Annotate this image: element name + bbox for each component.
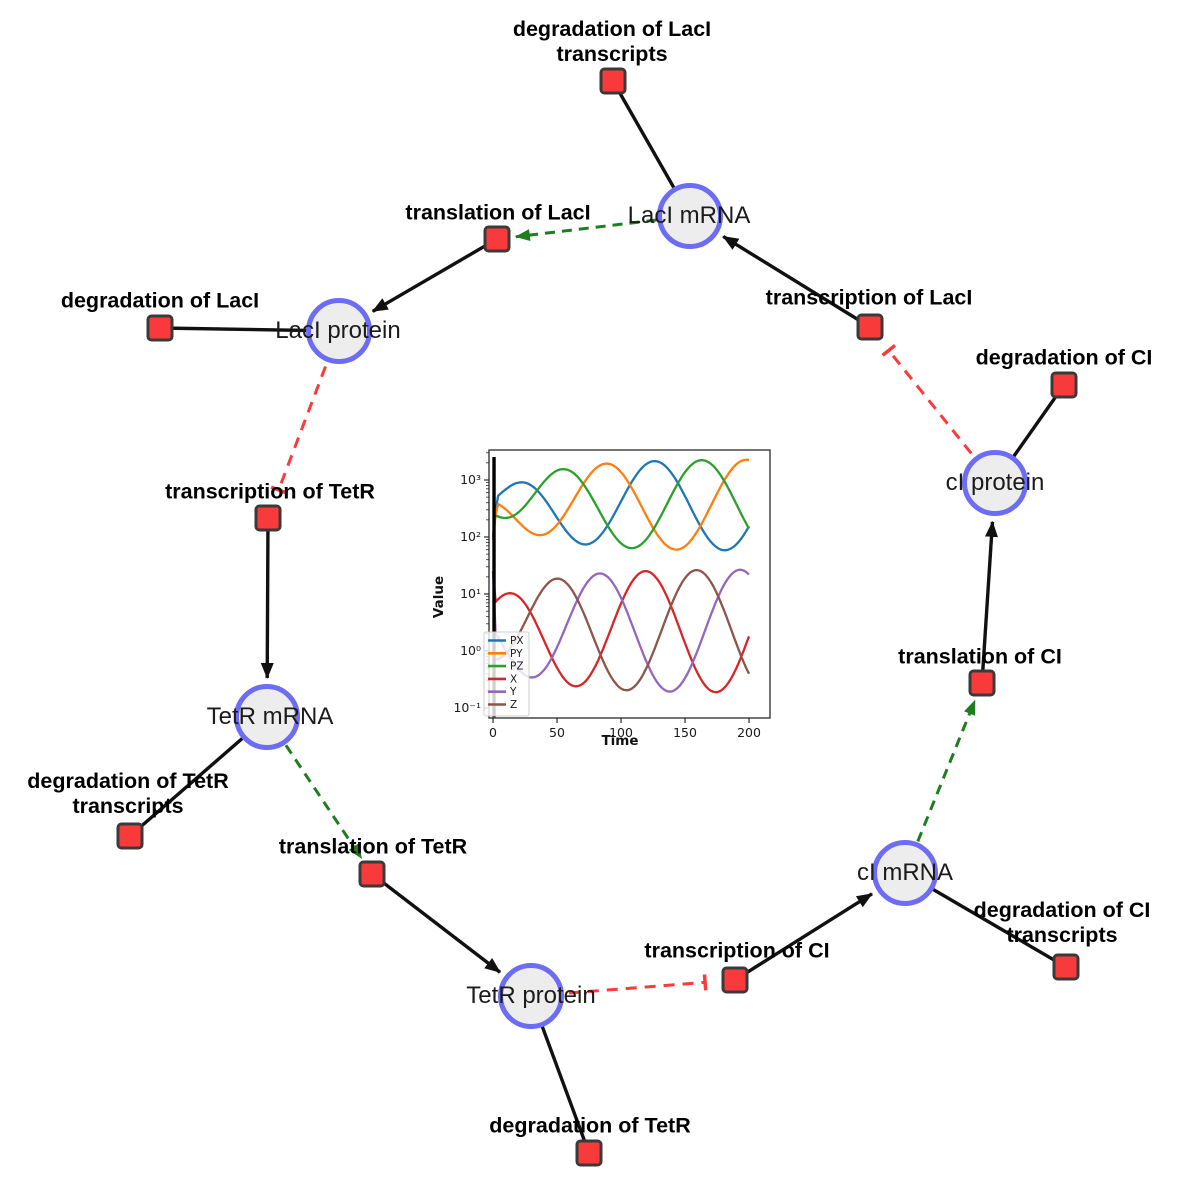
reaction-node-tx-laci[interactable]	[856, 313, 884, 341]
y-tick-label: 10¹	[460, 586, 481, 601]
reaction-node-tx-ci[interactable]	[721, 966, 749, 994]
x-tick-label: 200	[737, 725, 761, 740]
x-tick-label: 0	[489, 725, 497, 740]
reaction-node-deg-ci-tx[interactable]	[1052, 953, 1080, 981]
edge-modifier-ci_mrna-transl_ci	[903, 699, 977, 874]
edge-product-transl_ci-ci_prot	[980, 520, 998, 684]
series-Y	[491, 568, 750, 693]
species-node-laci-prot[interactable]	[306, 298, 372, 364]
chart-x-axis-label: Time	[601, 733, 639, 749]
time-series-inset: 10⁻¹ 10⁰ 10¹ 10² 10³ 0 50 100 150 200 PX PY PZ X Y Z Ti…	[427, 437, 779, 769]
reaction-node-deg-ci[interactable]	[1050, 371, 1078, 399]
x-tick-label: 100	[609, 725, 633, 740]
y-tick-label: 10³	[460, 472, 481, 487]
legend-label-Z: Z	[510, 699, 517, 711]
x-tick-label: 50	[549, 725, 565, 740]
reaction-node-deg-laci[interactable]	[146, 314, 174, 342]
y-tick-label: 10⁻¹	[453, 700, 481, 715]
species-node-tetr-prot[interactable]	[498, 963, 564, 1029]
legend-label-Y: Y	[509, 686, 517, 698]
edge-product-tx_ci-ci_mrna	[734, 892, 873, 982]
legend-label-PZ: PZ	[510, 661, 524, 673]
plot-box	[488, 449, 771, 719]
legend-label-X: X	[510, 673, 517, 685]
edge-product-transl_laci-laci_prot	[371, 237, 498, 313]
y-tick-label: 10²	[460, 529, 481, 544]
reaction-node-deg-laci-tx[interactable]	[599, 67, 627, 95]
edge-modifier-laci_mrna-transl_laci	[514, 214, 691, 242]
edge-product-tx_laci-laci_mrna	[722, 235, 871, 329]
reaction-node-transl-tetr[interactable]	[358, 860, 386, 888]
species-node-ci-mrna[interactable]	[872, 840, 938, 906]
series-PX	[491, 459, 750, 552]
edge-product-tx_tetr-tetr_mrna	[260, 517, 274, 680]
series-Z	[492, 569, 751, 692]
species-node-tetr-mrna[interactable]	[234, 684, 300, 750]
series-PZ	[492, 459, 751, 550]
legend-label-PY: PY	[510, 648, 523, 660]
species-node-ci-prot[interactable]	[962, 450, 1028, 516]
reaction-node-deg-tetr-tx[interactable]	[116, 822, 144, 850]
series-X	[491, 569, 751, 694]
species-node-laci-mrna[interactable]	[657, 183, 723, 249]
y-tick-label: 10⁰	[460, 643, 481, 658]
x-tick-label: 150	[673, 725, 697, 740]
legend-label-PX: PX	[510, 635, 524, 647]
series-PY	[491, 458, 750, 551]
edge-modifier-tetr_mrna-transl_tetr	[265, 716, 363, 860]
reaction-node-deg-tetr[interactable]	[575, 1139, 603, 1167]
reaction-node-transl-ci[interactable]	[968, 669, 996, 697]
edge-product-transl_tetr-tetr_prot	[370, 872, 502, 974]
chart-y-axis-label: Value	[431, 575, 447, 619]
reaction-node-transl-laci[interactable]	[483, 225, 511, 253]
reaction-node-tx-tetr[interactable]	[254, 504, 282, 532]
